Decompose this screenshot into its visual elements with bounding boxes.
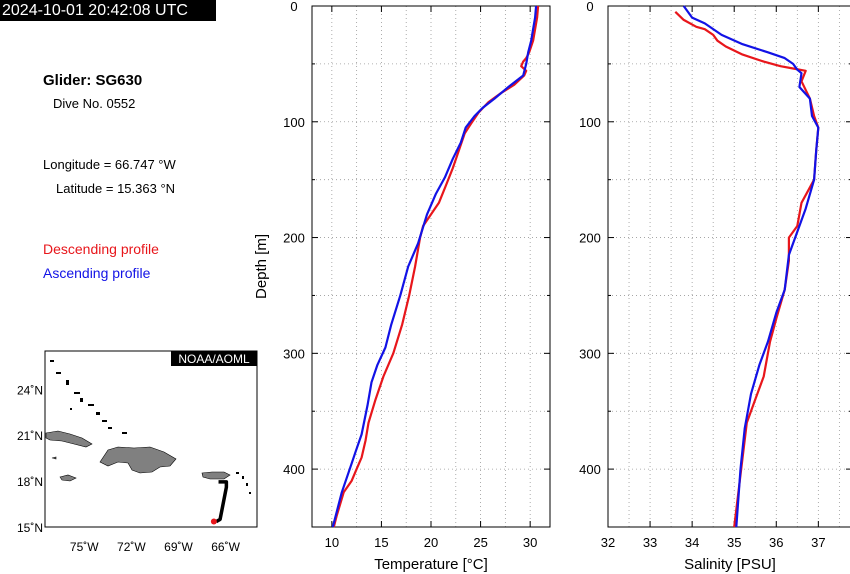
salinity-grid <box>608 6 850 527</box>
salinity-ascending-line <box>682 5 820 528</box>
bahamas-islet <box>56 372 61 374</box>
salinity-y-tick-label: 300 <box>579 346 601 361</box>
legend-ascending: Ascending profile <box>43 265 151 281</box>
antilles-islet <box>246 483 248 486</box>
temperature-chart: 0 100 200 300 400 10 15 20 25 30 Temperature [°C] D… <box>253 0 551 573</box>
temperature-ticks <box>312 5 550 528</box>
longitude-readout: Longitude = 66.747 °W <box>43 157 176 172</box>
map-landmass <box>45 430 231 482</box>
map-lat-labels: 24˚N 21˚N 18˚N 15˚N <box>17 383 43 535</box>
salinity-frame <box>607 5 850 528</box>
salinity-x-tick-label: 32 <box>601 535 615 550</box>
salinity-descending-line <box>674 11 820 528</box>
turks-islet <box>122 432 127 434</box>
legend-descending: Descending profile <box>43 241 159 257</box>
salinity-x-tick-label: 33 <box>643 535 657 550</box>
temperature-x-tick-label: 30 <box>523 535 537 550</box>
salinity-chart: 0 100 200 300 400 32 33 34 35 36 37 Salinity [PSU] <box>579 0 850 573</box>
cuba-land <box>45 430 93 448</box>
salinity-x-tick-label: 35 <box>727 535 741 550</box>
bahamas-islet <box>74 392 80 394</box>
bahamas-islet <box>108 427 112 429</box>
antilles-islet <box>249 492 251 494</box>
bahamas-islet <box>50 360 54 362</box>
location-map: NOAA/AOML 24˚N 21˚N 18˚N 15˚N 75˚W 72˚W 69˚W 6… <box>17 350 258 554</box>
bahamas-islet <box>88 404 94 406</box>
bahamas-islet <box>102 420 107 422</box>
salinity-x-tick-label: 37 <box>811 535 825 550</box>
temperature-x-tick-label: 15 <box>374 535 388 550</box>
temperature-x-tick-label: 25 <box>473 535 487 550</box>
salinity-ticks <box>607 5 850 528</box>
map-islands <box>50 360 251 494</box>
antilles-islet <box>242 476 244 479</box>
temperature-x-tick-label: 20 <box>424 535 438 550</box>
map-lon-label: 69˚W <box>164 540 193 554</box>
salinity-y-tick-label: 400 <box>579 462 601 477</box>
map-lon-label: 66˚W <box>211 540 240 554</box>
temperature-ascending-line <box>331 5 538 528</box>
glider-title: Glider: SG630 <box>43 72 143 89</box>
map-lat-label: 24˚N <box>17 383 43 397</box>
salinity-x-tick-label: 36 <box>769 535 783 550</box>
temperature-y-axis-label: Depth [m] <box>253 234 270 299</box>
temperature-y-tick-label: 400 <box>283 462 305 477</box>
temperature-x-axis-label: Temperature [°C] <box>374 556 488 573</box>
temperature-y-tick-label: 300 <box>283 346 305 361</box>
latitude-readout: Latitude = 15.363 °N <box>56 181 176 196</box>
map-lon-label: 75˚W <box>70 540 99 554</box>
bahamas-islet <box>66 380 69 385</box>
map-lat-label: 18˚N <box>17 475 43 489</box>
antilles-islet <box>236 472 239 474</box>
hispaniola-land <box>99 446 177 474</box>
bahamas-islet <box>70 408 72 410</box>
bahamas-islet <box>96 412 100 415</box>
glider-track <box>215 480 229 524</box>
salinity-y-tick-label: 200 <box>579 231 601 246</box>
temperature-y-tick-label: 100 <box>283 115 305 130</box>
map-lon-labels: 75˚W 72˚W 69˚W 66˚W <box>70 540 241 554</box>
temperature-grid <box>312 6 550 527</box>
noaa-badge <box>171 351 257 366</box>
map-lat-label: 15˚N <box>17 521 43 535</box>
glider-position-marker <box>210 518 217 525</box>
noaa-badge-text: NOAA/AOML <box>178 352 250 366</box>
map-lon-label: 72˚W <box>117 540 146 554</box>
timestamp-banner: 2024-10-01 20:42:08 UTC <box>0 0 216 21</box>
salinity-y-tick-label: 0 <box>586 0 593 14</box>
bahamas-islet <box>80 398 83 402</box>
puerto-rico-land <box>201 471 231 480</box>
map-lat-label: 21˚N <box>17 429 43 443</box>
temperature-y-tick-label: 200 <box>283 231 305 246</box>
temperature-x-tick-label: 10 <box>325 535 339 550</box>
salinity-x-tick-label: 34 <box>685 535 699 550</box>
salinity-x-axis-label: Salinity [PSU] <box>684 556 776 573</box>
cayman-land <box>51 456 57 460</box>
dive-number: Dive No. 0552 <box>53 96 136 111</box>
salinity-y-tick-label: 100 <box>579 115 601 130</box>
temperature-y-tick-label: 0 <box>290 0 297 14</box>
temperature-descending-line <box>332 5 540 528</box>
jamaica-land <box>59 474 77 482</box>
